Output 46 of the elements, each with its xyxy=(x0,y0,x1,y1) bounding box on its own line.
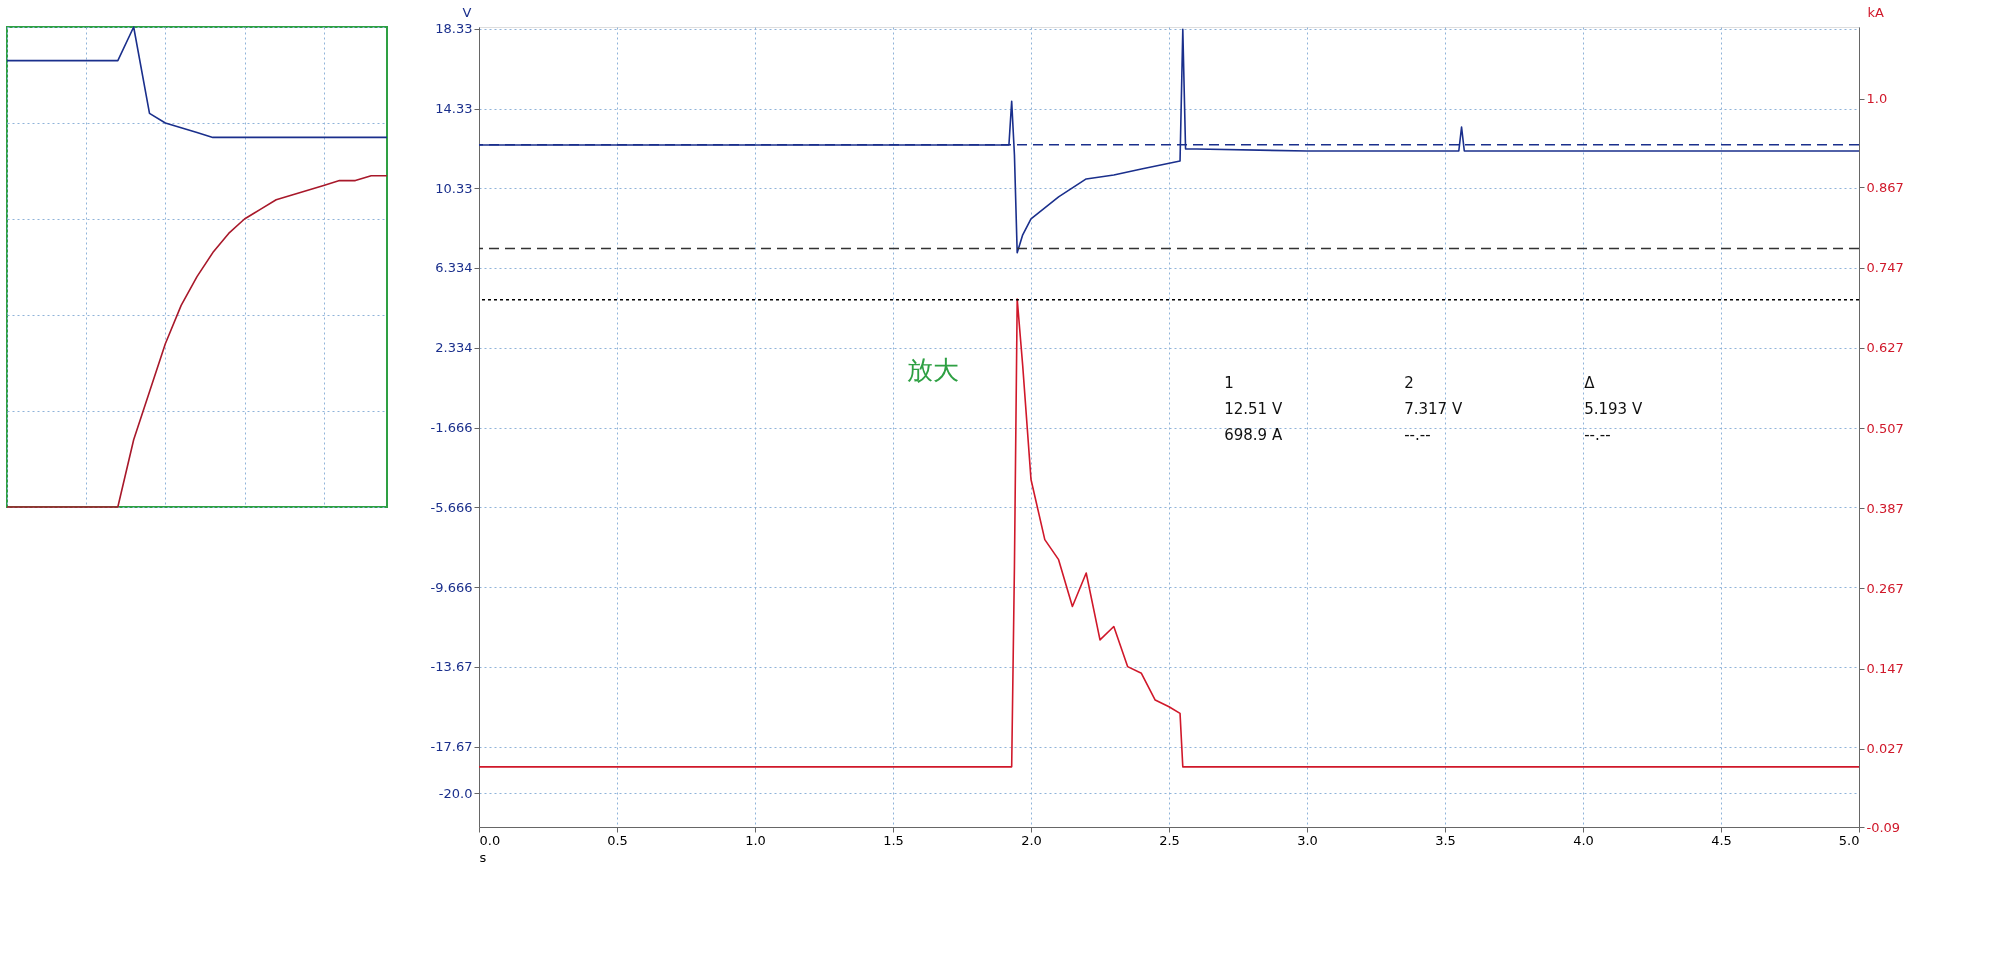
line-series xyxy=(478,298,1860,768)
y2-tick-label: 0.267 xyxy=(1866,580,1904,596)
y2-tick-label: 0.387 xyxy=(1866,500,1904,516)
x-tick-label: 5.0 xyxy=(1838,832,1860,848)
x-tick-label: 2.5 xyxy=(1159,832,1180,848)
annotation: 2 xyxy=(1404,374,1414,392)
x-tick-label: 3.0 xyxy=(1297,832,1318,848)
x-tick-label: 0.5 xyxy=(607,832,628,848)
y2-tick-label: 1.0 xyxy=(1866,91,1888,107)
y-tick-label: -5.666 xyxy=(430,499,473,515)
x-axis-title: s xyxy=(479,849,487,865)
y2-tick-label: 0.747 xyxy=(1866,260,1904,276)
annotation: --.-- xyxy=(1584,426,1611,444)
annotation: --.-- xyxy=(1404,426,1431,444)
y2-tick-label: 0.867 xyxy=(1866,179,1904,195)
y2-tick-label: 0.147 xyxy=(1866,661,1904,677)
y2-tick-label: -0.09 xyxy=(1866,819,1901,835)
y-tick-label: -1.666 xyxy=(430,420,473,436)
y-tick-label: -9.666 xyxy=(430,579,473,595)
y-tick-label: 6.334 xyxy=(435,260,473,276)
y-tick-label: 2.334 xyxy=(435,340,473,356)
y2-tick-label: 0.627 xyxy=(1866,340,1904,356)
x-tick-label: 1.0 xyxy=(745,832,766,848)
x-tick-label: 1.5 xyxy=(883,832,904,848)
y-tick-label: -13.67 xyxy=(430,659,473,675)
annotation: 放大 xyxy=(906,355,959,385)
annotation: 12.51 V xyxy=(1224,400,1283,418)
y2-axis-title: kA xyxy=(1867,4,1885,20)
y-tick-label: 14.33 xyxy=(435,101,473,117)
y-axis-title: V xyxy=(462,4,472,20)
x-tick-label: 4.5 xyxy=(1711,832,1732,848)
x-tick-label: 3.5 xyxy=(1435,832,1456,848)
y-tick-label: 10.33 xyxy=(435,180,473,196)
annotation: 698.9 A xyxy=(1224,426,1283,444)
x-tick-label: 0.0 xyxy=(479,832,501,848)
annotation: 5.193 V xyxy=(1584,400,1643,418)
x-tick-label: 4.0 xyxy=(1573,832,1594,848)
y-tick-label: -20.0 xyxy=(438,785,473,801)
annotation: 1 xyxy=(1224,374,1234,392)
y-tick-label: 18.33 xyxy=(435,21,473,37)
y2-tick-label: 0.507 xyxy=(1866,420,1904,436)
x-tick-label: 2.0 xyxy=(1021,832,1042,848)
y-tick-label: -17.67 xyxy=(430,739,473,755)
annotation: Δ xyxy=(1584,374,1596,392)
y2-tick-label: 0.027 xyxy=(1866,741,1904,757)
annotation: 7.317 V xyxy=(1404,400,1463,418)
